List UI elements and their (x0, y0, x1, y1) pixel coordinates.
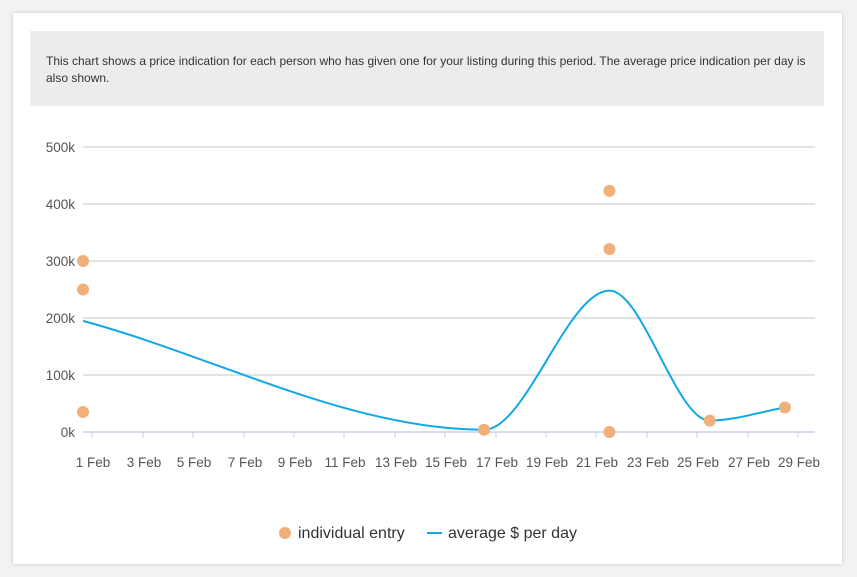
y-tick-label: 400k (46, 197, 76, 212)
individual-entry-point[interactable] (603, 426, 616, 438)
x-tick-label: 19 Feb (526, 455, 568, 470)
grid-lines (83, 146, 815, 376)
x-tick-label: 5 Feb (177, 455, 212, 470)
y-tick-label: 100k (46, 368, 76, 383)
individual-entry-point[interactable] (603, 243, 616, 256)
individual-entry-point[interactable] (778, 401, 791, 414)
individual-entry-point[interactable] (77, 255, 89, 267)
chart-description: This chart shows a price indication for … (30, 31, 824, 106)
x-tick-label: 23 Feb (627, 455, 669, 470)
individual-entry-point[interactable] (77, 283, 89, 296)
x-tick-label: 1 Feb (76, 455, 111, 470)
x-tick-label: 13 Feb (375, 455, 417, 470)
x-tick-label: 21 Feb (576, 455, 618, 470)
x-tick-label: 9 Feb (278, 455, 313, 470)
x-tick-label: 17 Feb (476, 455, 518, 470)
y-tick-label: 500k (46, 140, 76, 155)
individual-entry-point[interactable] (703, 414, 716, 427)
x-tick-label: 27 Feb (728, 455, 770, 470)
x-tick-label: 3 Feb (127, 455, 162, 470)
individual-entry-point[interactable] (603, 184, 616, 197)
scatter-points-layer (77, 184, 791, 438)
individual-entry-point[interactable] (478, 423, 491, 436)
x-tick-label: 25 Feb (677, 455, 719, 470)
y-tick-label: 300k (46, 254, 76, 269)
x-axis (83, 431, 815, 438)
x-tick-label: 15 Feb (425, 455, 467, 470)
x-axis-labels: 1 Feb 3 Feb 5 Feb 7 Feb 9 Feb 11 Feb 13 Feb 15 … (76, 455, 820, 470)
legend-marker-individual-entry (279, 527, 291, 539)
y-axis-labels: 0k 100k 200k 300k 400k 500k (46, 140, 76, 440)
legend-label-average[interactable]: average $ per day (448, 525, 577, 542)
y-tick-label: 200k (46, 311, 76, 326)
legend: individual entry average $ per day (279, 525, 577, 542)
individual-entry-point[interactable] (77, 406, 89, 419)
average-price-line (82, 289, 786, 431)
x-tick-label: 7 Feb (228, 455, 263, 470)
legend-label-individual-entry[interactable]: individual entry (298, 525, 405, 542)
x-tick-label: 29 Feb (778, 455, 820, 470)
y-tick-label: 0k (61, 425, 76, 440)
x-tick-label: 11 Feb (324, 455, 365, 470)
average-line-layer (82, 289, 786, 431)
chart-card: This chart shows a price indication for … (13, 13, 842, 564)
